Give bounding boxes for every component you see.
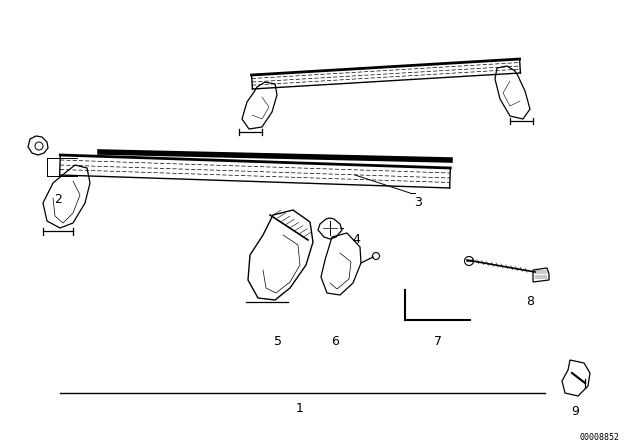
Text: 9: 9 bbox=[571, 405, 579, 418]
Text: 3: 3 bbox=[414, 196, 422, 209]
Text: 00008852: 00008852 bbox=[580, 433, 620, 442]
Text: 4: 4 bbox=[352, 233, 360, 246]
Text: 7: 7 bbox=[434, 335, 442, 348]
Text: 2: 2 bbox=[54, 193, 62, 206]
Text: 5: 5 bbox=[274, 335, 282, 348]
Text: 6: 6 bbox=[331, 335, 339, 348]
Text: 8: 8 bbox=[526, 295, 534, 308]
Text: 1: 1 bbox=[296, 402, 304, 415]
